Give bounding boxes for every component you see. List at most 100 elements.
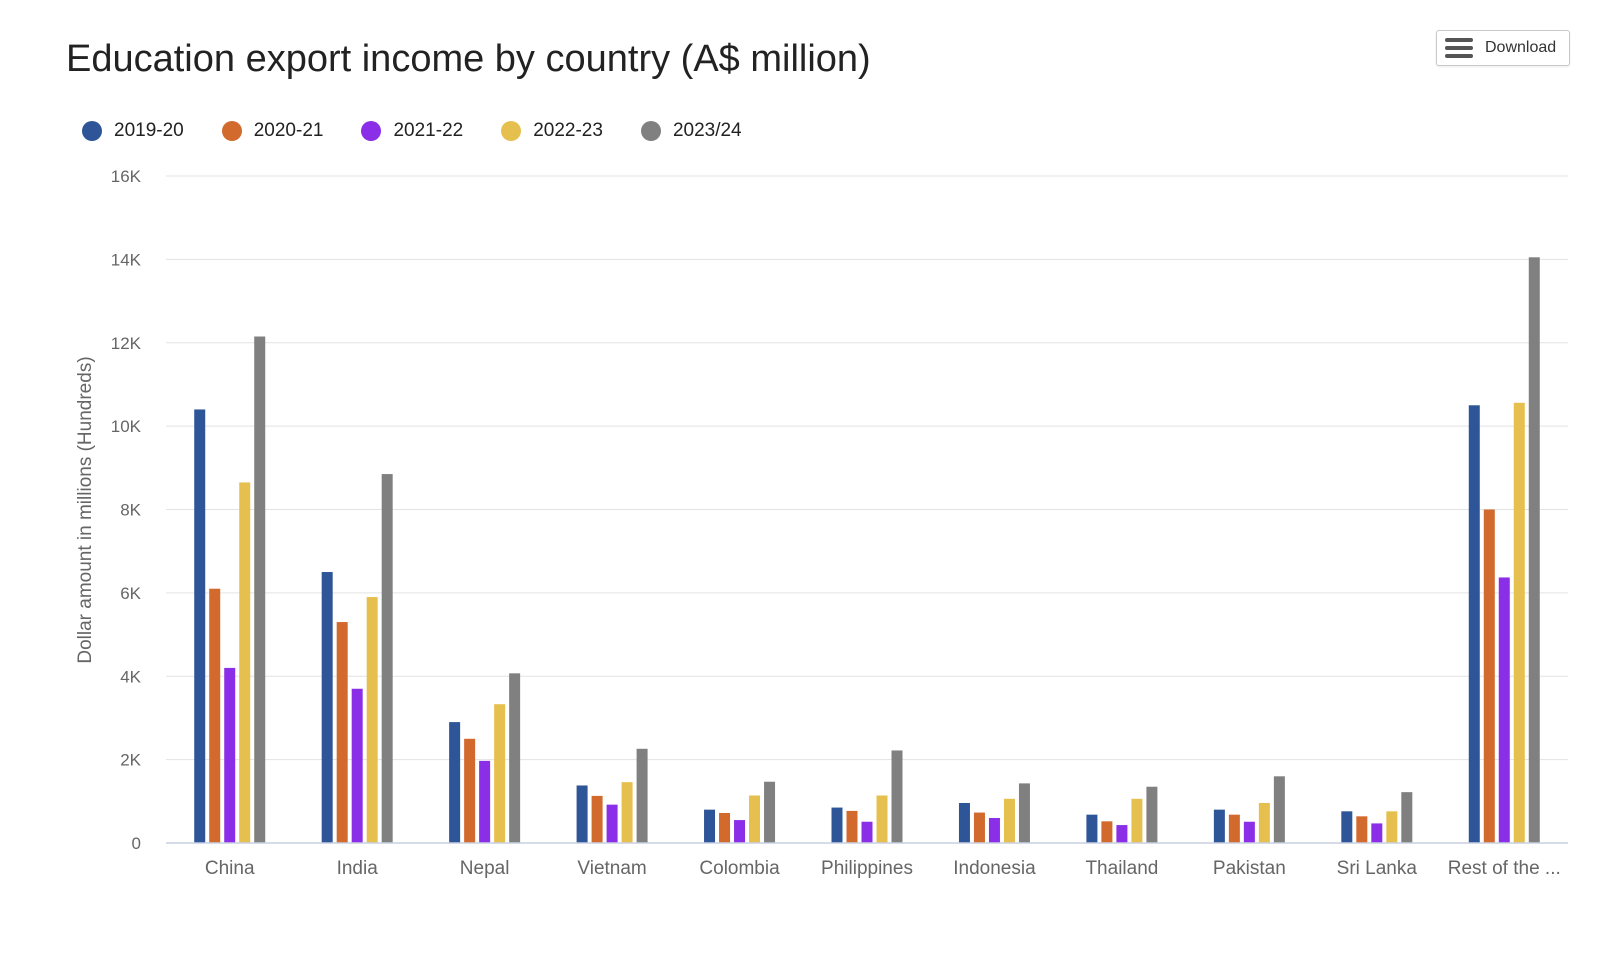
y-tick-label: 16K — [111, 167, 142, 186]
download-button[interactable]: Download — [1436, 30, 1570, 66]
menu-icon — [1445, 38, 1473, 58]
x-tick-label: China — [205, 858, 255, 879]
x-tick-label: Pakistan — [1213, 858, 1286, 879]
bar[interactable] — [764, 781, 776, 843]
bar[interactable] — [209, 588, 221, 843]
bar[interactable] — [381, 474, 393, 843]
legend-item-2020-21[interactable]: 2020-21 — [221, 120, 324, 142]
legend-item-2023-24[interactable]: 2023/24 — [640, 120, 742, 142]
bar[interactable] — [1498, 577, 1510, 843]
bar[interactable] — [1213, 809, 1225, 843]
bar[interactable] — [336, 622, 348, 843]
legend-label: 2021-22 — [393, 120, 464, 141]
bar[interactable] — [891, 750, 903, 843]
bar[interactable] — [1468, 405, 1480, 843]
bar[interactable] — [1146, 786, 1158, 843]
bar[interactable] — [621, 782, 633, 843]
bar[interactable] — [636, 748, 648, 843]
bar[interactable] — [876, 795, 888, 843]
y-tick-label: 8K — [120, 501, 141, 520]
bars — [194, 257, 1540, 843]
bar[interactable] — [1116, 825, 1128, 843]
bar[interactable] — [591, 795, 603, 843]
bar[interactable] — [749, 795, 761, 843]
legend-label: 2023/24 — [672, 120, 742, 141]
bar[interactable] — [254, 336, 266, 843]
bar[interactable] — [1086, 814, 1098, 843]
y-tick-label: 10K — [111, 417, 142, 436]
x-tick-label: Vietnam — [577, 858, 646, 879]
bar[interactable] — [988, 817, 1000, 843]
bar[interactable] — [1003, 798, 1015, 843]
x-tick-label: India — [337, 858, 379, 879]
legend-label: 2020-21 — [253, 120, 324, 141]
bar[interactable] — [224, 667, 236, 843]
bar[interactable] — [576, 785, 588, 843]
legend-label: 2019-20 — [114, 120, 184, 141]
bar[interactable] — [606, 804, 618, 843]
bar[interactable] — [1018, 783, 1030, 843]
bar[interactable] — [1131, 798, 1143, 843]
legend-swatch — [361, 121, 382, 141]
legend-item-2022-23[interactable]: 2022-23 — [501, 120, 603, 142]
bar[interactable] — [1258, 802, 1270, 843]
bar[interactable] — [321, 572, 333, 843]
bar[interactable] — [973, 812, 985, 843]
chart-title: Education export income by country (A$ m… — [66, 38, 871, 80]
bar[interactable] — [509, 673, 521, 843]
y-tick-label: 2K — [120, 751, 141, 770]
y-tick-label: 0 — [132, 834, 141, 853]
legend-item-2019-20[interactable]: 2019-20 — [82, 120, 184, 142]
bar[interactable] — [1483, 509, 1495, 844]
legend-swatch — [640, 121, 661, 141]
bar[interactable] — [734, 820, 746, 843]
bar[interactable] — [1513, 402, 1525, 843]
legend-swatch — [82, 121, 102, 141]
y-tick-label: 4K — [120, 667, 141, 686]
legend-label: 2022-23 — [533, 120, 603, 141]
x-tick-label: Rest of the ... — [1448, 858, 1561, 879]
bar[interactable] — [479, 760, 491, 843]
legend-swatch — [501, 121, 522, 141]
bar[interactable] — [831, 807, 843, 843]
bar[interactable] — [194, 409, 206, 843]
bar[interactable] — [464, 738, 476, 843]
x-tick-label: Indonesia — [953, 858, 1036, 879]
bar[interactable] — [1386, 811, 1398, 843]
chart-legend: 2019-20 2020-21 2021-22 2022-23 2023/24 — [82, 120, 780, 142]
bar[interactable] — [719, 812, 731, 843]
bar[interactable] — [861, 821, 873, 843]
bar[interactable] — [1243, 821, 1255, 843]
bar[interactable] — [1356, 816, 1368, 843]
y-axis-title: Dollar amount in millions (Hundreds) — [75, 356, 96, 663]
bar[interactable] — [449, 722, 461, 843]
bar[interactable] — [1528, 257, 1540, 843]
y-axis-ticks: 0 2K 4K 6K 8K 10K 12K 14K 16K — [111, 167, 142, 853]
bar[interactable] — [1101, 821, 1113, 843]
bar[interactable] — [239, 482, 251, 843]
y-tick-label: 6K — [120, 584, 141, 603]
bar[interactable] — [1273, 776, 1285, 843]
x-tick-label: Colombia — [699, 858, 780, 879]
bar[interactable] — [846, 810, 858, 843]
bar[interactable] — [1401, 792, 1413, 843]
x-tick-label: Nepal — [460, 858, 510, 879]
bar[interactable] — [351, 688, 363, 843]
download-label: Download — [1485, 39, 1557, 56]
bar[interactable] — [366, 597, 378, 843]
bar[interactable] — [704, 809, 716, 843]
gridlines — [166, 175, 1568, 761]
bar[interactable] — [1371, 823, 1383, 843]
bar[interactable] — [1341, 811, 1353, 843]
bar[interactable] — [494, 704, 506, 843]
x-tick-label: Philippines — [821, 858, 913, 879]
x-axis-ticks: China India Nepal Vietnam Colombia Philippine… — [205, 858, 1561, 879]
legend-swatch — [221, 121, 242, 141]
bar[interactable] — [958, 802, 970, 843]
y-tick-label: 12K — [111, 334, 142, 353]
legend-item-2021-22[interactable]: 2021-22 — [361, 120, 463, 142]
bar[interactable] — [1228, 814, 1240, 843]
x-tick-label: Sri Lanka — [1337, 858, 1418, 879]
y-tick-label: 14K — [111, 250, 142, 269]
